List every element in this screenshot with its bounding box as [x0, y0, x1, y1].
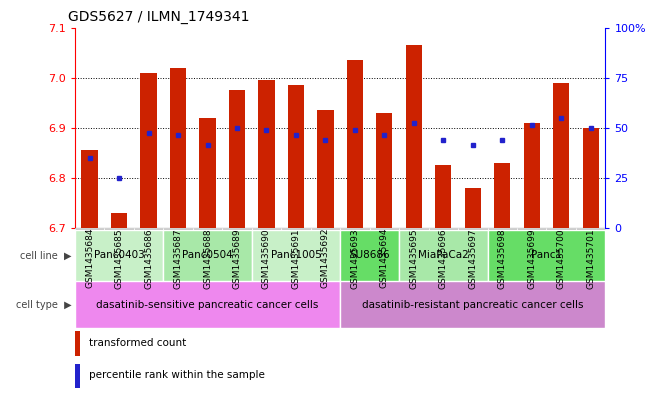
- Text: GSM1435690: GSM1435690: [262, 228, 271, 288]
- Bar: [576, 228, 605, 230]
- Text: GSM1435698: GSM1435698: [498, 228, 506, 288]
- Text: GSM1435686: GSM1435686: [144, 228, 153, 288]
- Bar: [458, 228, 488, 230]
- Bar: [75, 364, 80, 388]
- Text: Panc0504: Panc0504: [182, 250, 233, 261]
- Bar: [163, 230, 252, 281]
- Bar: [553, 83, 570, 228]
- Bar: [75, 228, 104, 230]
- Bar: [134, 228, 163, 230]
- Bar: [465, 188, 481, 228]
- Text: MiaPaCa2: MiaPaCa2: [418, 250, 469, 261]
- Bar: [199, 118, 215, 228]
- Bar: [340, 228, 370, 230]
- Bar: [428, 228, 458, 230]
- Bar: [252, 230, 340, 281]
- Bar: [141, 73, 157, 228]
- Text: SU8686: SU8686: [350, 250, 390, 261]
- Text: GSM1435699: GSM1435699: [527, 228, 536, 288]
- Text: GSM1435694: GSM1435694: [380, 228, 389, 288]
- Text: GSM1435697: GSM1435697: [468, 228, 477, 288]
- Text: GSM1435691: GSM1435691: [292, 228, 300, 288]
- Text: GDS5627 / ILMN_1749341: GDS5627 / ILMN_1749341: [68, 9, 250, 24]
- Text: GSM1435689: GSM1435689: [232, 228, 242, 288]
- Bar: [546, 228, 576, 230]
- Bar: [104, 228, 134, 230]
- Text: Panc1: Panc1: [531, 250, 562, 261]
- Bar: [399, 228, 428, 230]
- Bar: [75, 331, 80, 356]
- Bar: [163, 228, 193, 230]
- Bar: [347, 60, 363, 228]
- Bar: [494, 163, 510, 228]
- Text: GSM1435693: GSM1435693: [350, 228, 359, 288]
- Bar: [75, 281, 340, 328]
- Text: GSM1435687: GSM1435687: [174, 228, 182, 288]
- Bar: [436, 165, 451, 228]
- Bar: [488, 228, 517, 230]
- Text: percentile rank within the sample: percentile rank within the sample: [89, 371, 265, 380]
- Bar: [222, 228, 252, 230]
- Text: Panc0403: Panc0403: [94, 250, 145, 261]
- Text: cell type  ▶: cell type ▶: [16, 299, 72, 310]
- Bar: [406, 45, 422, 228]
- Bar: [229, 90, 245, 228]
- Text: dasatinib-sensitive pancreatic cancer cells: dasatinib-sensitive pancreatic cancer ce…: [96, 299, 319, 310]
- Text: GSM1435696: GSM1435696: [439, 228, 448, 288]
- Bar: [340, 281, 605, 328]
- Text: GSM1435692: GSM1435692: [321, 228, 330, 288]
- Bar: [193, 228, 222, 230]
- Text: cell line  ▶: cell line ▶: [20, 250, 72, 261]
- Bar: [523, 123, 540, 228]
- Text: GSM1435685: GSM1435685: [115, 228, 124, 288]
- Bar: [376, 113, 393, 228]
- Bar: [252, 228, 281, 230]
- Bar: [288, 85, 304, 228]
- Bar: [281, 228, 311, 230]
- Bar: [317, 110, 333, 228]
- Text: GSM1435700: GSM1435700: [557, 228, 566, 288]
- Text: transformed count: transformed count: [89, 338, 186, 348]
- Bar: [258, 80, 275, 228]
- Text: Panc1005: Panc1005: [271, 250, 322, 261]
- Bar: [370, 228, 399, 230]
- Bar: [517, 228, 546, 230]
- Text: GSM1435701: GSM1435701: [586, 228, 595, 288]
- Bar: [111, 213, 127, 228]
- Bar: [311, 228, 340, 230]
- Bar: [170, 68, 186, 228]
- Bar: [399, 230, 488, 281]
- Bar: [583, 128, 599, 228]
- Text: GSM1435695: GSM1435695: [409, 228, 419, 288]
- Bar: [340, 230, 399, 281]
- Text: dasatinib-resistant pancreatic cancer cells: dasatinib-resistant pancreatic cancer ce…: [362, 299, 583, 310]
- Text: GSM1435684: GSM1435684: [85, 228, 94, 288]
- Bar: [75, 230, 163, 281]
- Bar: [488, 230, 605, 281]
- Text: GSM1435688: GSM1435688: [203, 228, 212, 288]
- Bar: [81, 150, 98, 228]
